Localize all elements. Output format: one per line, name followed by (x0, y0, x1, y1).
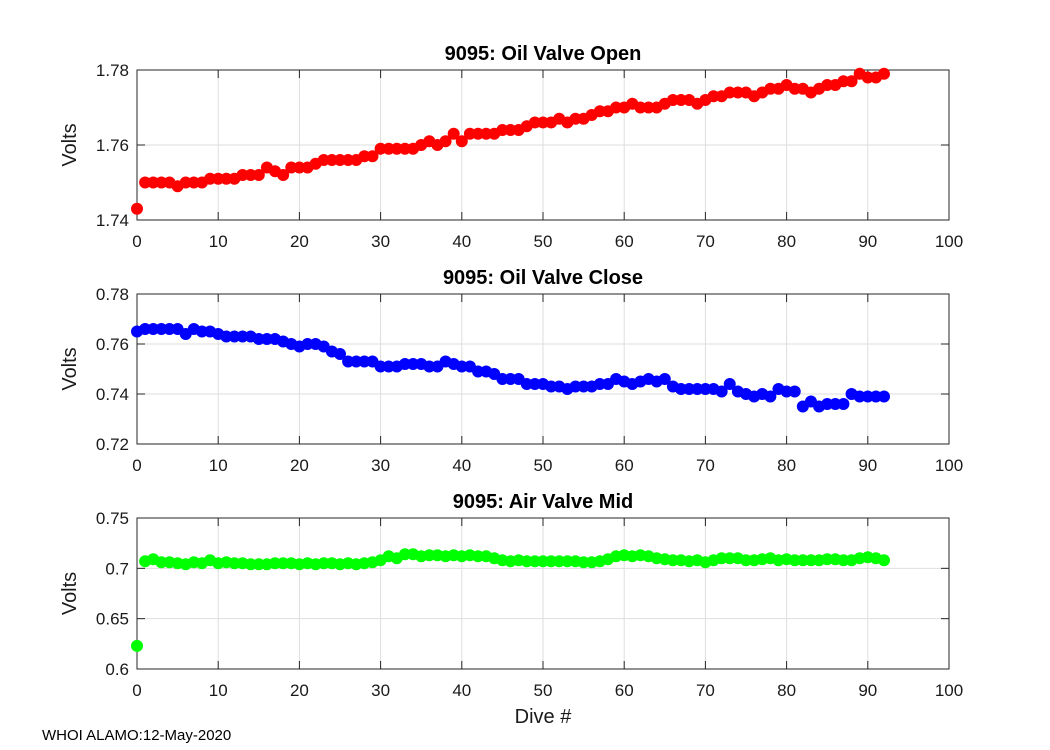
data-point (455, 135, 468, 148)
x-tick-label: 20 (290, 232, 309, 251)
data-point (131, 639, 143, 652)
x-axis-label: Dive # (515, 706, 573, 728)
chart-panel-2: 0 10 20 30 40 50 60 70 80 90 100 0.72 0.74 0.76 0.78 90… (59, 267, 963, 475)
x-tick-label: 40 (452, 681, 471, 700)
data-point (252, 169, 265, 181)
y-axis-label: Volts (59, 572, 81, 615)
x-tick-label: 80 (777, 456, 796, 475)
data-point (131, 202, 143, 215)
data-point (878, 67, 891, 80)
y-tick-label: 0.75 (96, 509, 129, 528)
y-axis-label: Volts (59, 347, 81, 390)
footer-label: WHOI ALAMO:12-May-2020 (42, 727, 232, 744)
y-tick-label: 1.78 (96, 61, 129, 80)
x-tick-label: 70 (696, 456, 715, 475)
x-tick-label: 60 (615, 456, 634, 475)
x-tick-label: 80 (777, 232, 796, 251)
data-point (723, 378, 736, 390)
data-point (658, 373, 671, 385)
y-tick-label: 0.78 (96, 285, 129, 304)
x-tick-label: 0 (132, 456, 141, 475)
y-tick-label: 0.65 (96, 610, 129, 629)
x-tick-label: 40 (452, 232, 471, 251)
x-tick-label: 0 (132, 681, 141, 700)
chart-title: 9095: Oil Valve Open (445, 43, 642, 65)
data-point (439, 135, 452, 148)
data-point (334, 348, 346, 360)
x-tick-label: 40 (452, 456, 471, 475)
x-tick-label: 60 (615, 232, 634, 251)
data-point (447, 127, 460, 140)
y-axis-label: Volts (59, 123, 81, 166)
y-tick-label: 0.7 (105, 559, 129, 578)
x-tick-label: 20 (290, 681, 309, 700)
x-tick-label: 70 (696, 232, 715, 251)
x-tick-label: 70 (696, 681, 715, 700)
data-point (878, 390, 891, 403)
x-tick-label: 30 (371, 232, 390, 251)
y-tick-label: 0.76 (96, 335, 129, 354)
y-tick-label: 0.72 (96, 435, 129, 454)
x-tick-label: 50 (534, 456, 553, 475)
x-tick-label: 50 (534, 681, 553, 700)
x-tick-label: 30 (371, 456, 390, 475)
data-point (715, 385, 728, 398)
x-tick-label: 100 (935, 681, 963, 700)
x-tick-label: 90 (858, 456, 877, 475)
x-tick-label: 10 (209, 232, 228, 251)
data-point (788, 385, 801, 398)
x-tick-label: 50 (534, 232, 553, 251)
data-point (878, 554, 891, 567)
x-tick-label: 10 (209, 681, 228, 700)
y-tick-label: 1.74 (96, 211, 129, 230)
x-tick-label: 90 (858, 232, 877, 251)
x-tick-label: 0 (132, 232, 141, 251)
y-tick-label: 0.74 (96, 385, 129, 404)
y-tick-label: 1.76 (96, 136, 129, 155)
x-tick-label: 20 (290, 456, 309, 475)
x-tick-label: 30 (371, 681, 390, 700)
x-tick-label: 100 (935, 232, 963, 251)
data-point (764, 390, 777, 403)
chart-title: 9095: Oil Valve Close (443, 267, 643, 289)
x-tick-label: 90 (858, 681, 877, 700)
x-tick-label: 100 (935, 456, 963, 475)
data-point (277, 169, 290, 181)
x-tick-label: 80 (777, 681, 796, 700)
data-point (845, 75, 858, 88)
data-point (837, 398, 850, 410)
chart-title: 9095: Air Valve Mid (453, 491, 633, 513)
data-point (366, 150, 379, 163)
chart-panel-1: 0 10 20 30 40 50 60 70 80 90 100 1.74 1.76 1.78 9095: … (59, 43, 963, 251)
x-tick-label: 10 (209, 456, 228, 475)
y-tick-label: 0.6 (105, 660, 129, 679)
chart-panel-3: 0 10 20 30 40 50 60 70 80 90 100 0.6 0.65 0.7 0.75 9095… (59, 491, 963, 728)
x-tick-label: 60 (615, 681, 634, 700)
